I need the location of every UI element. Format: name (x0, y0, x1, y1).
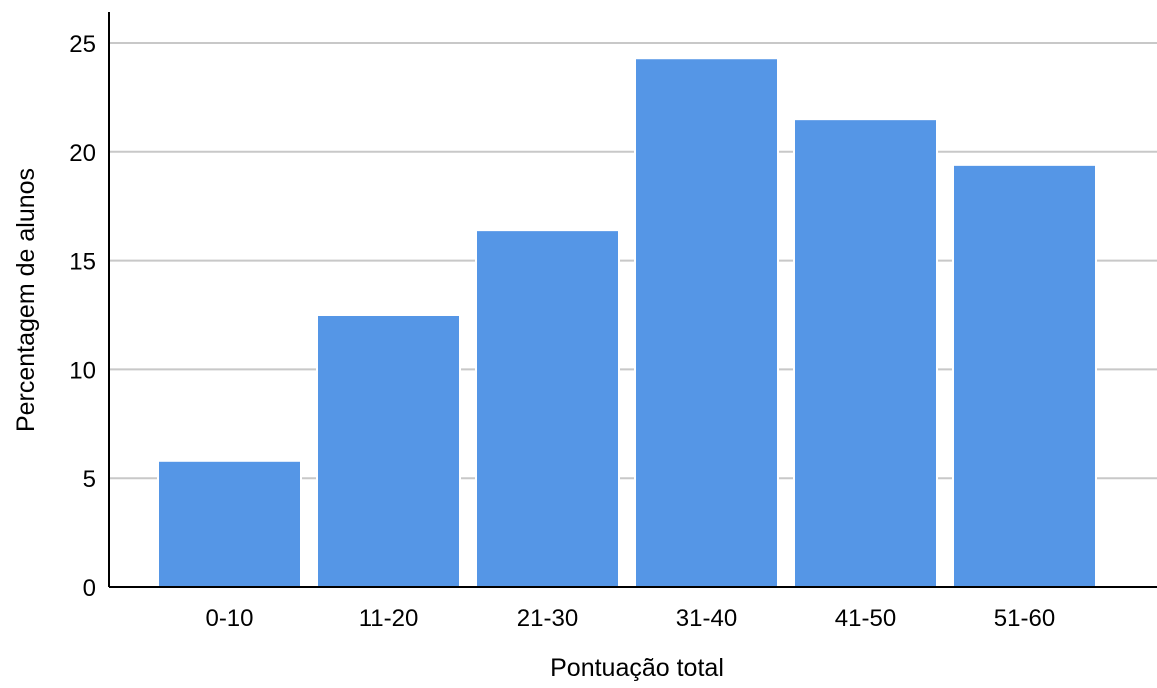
y-tick-labels: 0 5 10 15 20 25 (69, 31, 96, 602)
y-axis-label: Percentagem de alunos (12, 168, 40, 432)
y-tick-label-10: 10 (69, 357, 96, 384)
bar-51-60 (952, 163, 1097, 589)
bar-21-30 (475, 229, 620, 589)
y-tick-label-20: 20 (69, 140, 96, 167)
y-tick-label-0: 0 (83, 575, 96, 602)
bar-41-50 (793, 118, 938, 588)
axes (108, 12, 1157, 588)
y-tick-label-15: 15 (69, 249, 96, 276)
bar-11-20 (316, 314, 461, 588)
bar-0-10 (157, 459, 302, 588)
y-tick-label-5: 5 (83, 466, 96, 493)
x-tick-label-41-50: 41-50 (835, 605, 896, 632)
x-tick-label-11-20: 11-20 (359, 605, 419, 632)
y-tick-label-25: 25 (69, 31, 96, 58)
x-tick-label-31-40: 31-40 (676, 605, 737, 632)
x-tick-label-0-10: 0-10 (205, 605, 253, 632)
x-axis-label: Pontuação total (550, 654, 724, 682)
x-tick-labels: 0-10 11-20 21-30 31-40 41-50 51-60 (205, 605, 1055, 632)
bars (157, 57, 1097, 589)
x-tick-label-51-60: 51-60 (994, 605, 1055, 632)
bar-31-40 (634, 57, 779, 589)
x-tick-label-21-30: 21-30 (517, 605, 578, 632)
